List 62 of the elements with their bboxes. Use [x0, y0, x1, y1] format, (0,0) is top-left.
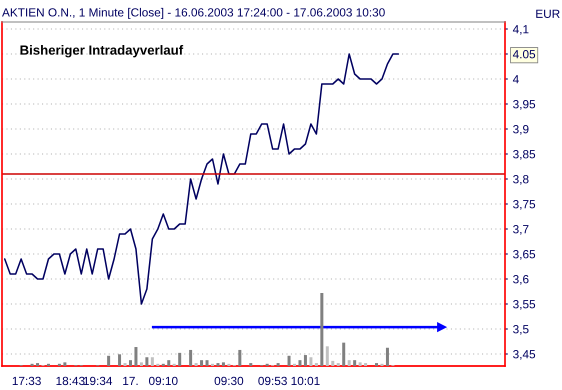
bar: [118, 354, 122, 366]
bar: [336, 363, 340, 366]
bar: [200, 360, 204, 366]
bar: [189, 350, 192, 366]
y-tick-label: 3,9: [513, 125, 528, 135]
y-tick-label: 3,6: [513, 275, 529, 285]
bar: [63, 362, 66, 366]
y-tick-label: 4: [512, 75, 519, 84]
y-tick-label: 3,55: [513, 300, 536, 310]
bar: [320, 293, 324, 366]
bar: [326, 346, 329, 366]
bar: [222, 362, 225, 366]
y-tick-label: 3,7: [513, 225, 528, 235]
x-tick-label: 09:10: [148, 376, 178, 386]
bar: [314, 363, 318, 366]
bar: [358, 362, 362, 366]
bar: [128, 360, 132, 366]
bar: [140, 362, 143, 366]
bar: [309, 357, 312, 366]
bar: [150, 357, 154, 366]
bar: [145, 357, 148, 366]
bar: [348, 360, 351, 366]
y-axis-title: EUR: [536, 10, 560, 18]
x-tick-label: 17:33: [12, 376, 41, 386]
chart-title: AKTIEN O.N., 1 Minute [Close] - 16.06.2003 17:24:00 - 17.06.2003 10:30: [2, 8, 385, 19]
y-tick-label: 4,1: [512, 25, 528, 35]
bar: [216, 363, 220, 366]
bar: [288, 356, 291, 366]
bar: [375, 363, 378, 366]
x-tick-label: 09:30: [214, 376, 244, 386]
x-tick-label: 19:34: [84, 376, 112, 386]
y-tick-label: 3,95: [513, 100, 536, 110]
y-tick-label: 3,65: [513, 250, 536, 260]
bar: [194, 363, 198, 366]
bar: [134, 347, 138, 366]
bar: [331, 360, 334, 366]
bar: [238, 350, 242, 366]
y-tick-label: 3,75: [513, 200, 536, 210]
bar: [206, 360, 209, 366]
y-tick-label: 4.05: [512, 50, 536, 58]
bar: [107, 356, 110, 366]
bar: [249, 363, 252, 366]
x-tick-label: 17.: [123, 376, 138, 385]
y-tick-label: 3,5: [513, 325, 529, 335]
annotation: Bisheriger Intradayverlauf: [20, 45, 184, 58]
x-tick-label: 09:53: [258, 376, 287, 386]
bar: [386, 348, 389, 366]
bar: [298, 360, 302, 366]
bar: [167, 360, 170, 366]
bar: [353, 360, 356, 366]
bar: [276, 363, 280, 366]
y-tick-label: 3,45: [513, 350, 536, 360]
bar: [342, 342, 346, 366]
x-tick-label: 10:01: [292, 376, 320, 386]
bar: [178, 352, 182, 366]
bar: [364, 363, 368, 366]
x-tick-label: 18:43: [56, 376, 85, 386]
bar: [36, 363, 40, 366]
y-tick-label: 3,85: [513, 150, 536, 160]
y-tick-label: 3,8: [513, 175, 529, 185]
bar: [124, 363, 127, 366]
bar: [304, 355, 307, 366]
